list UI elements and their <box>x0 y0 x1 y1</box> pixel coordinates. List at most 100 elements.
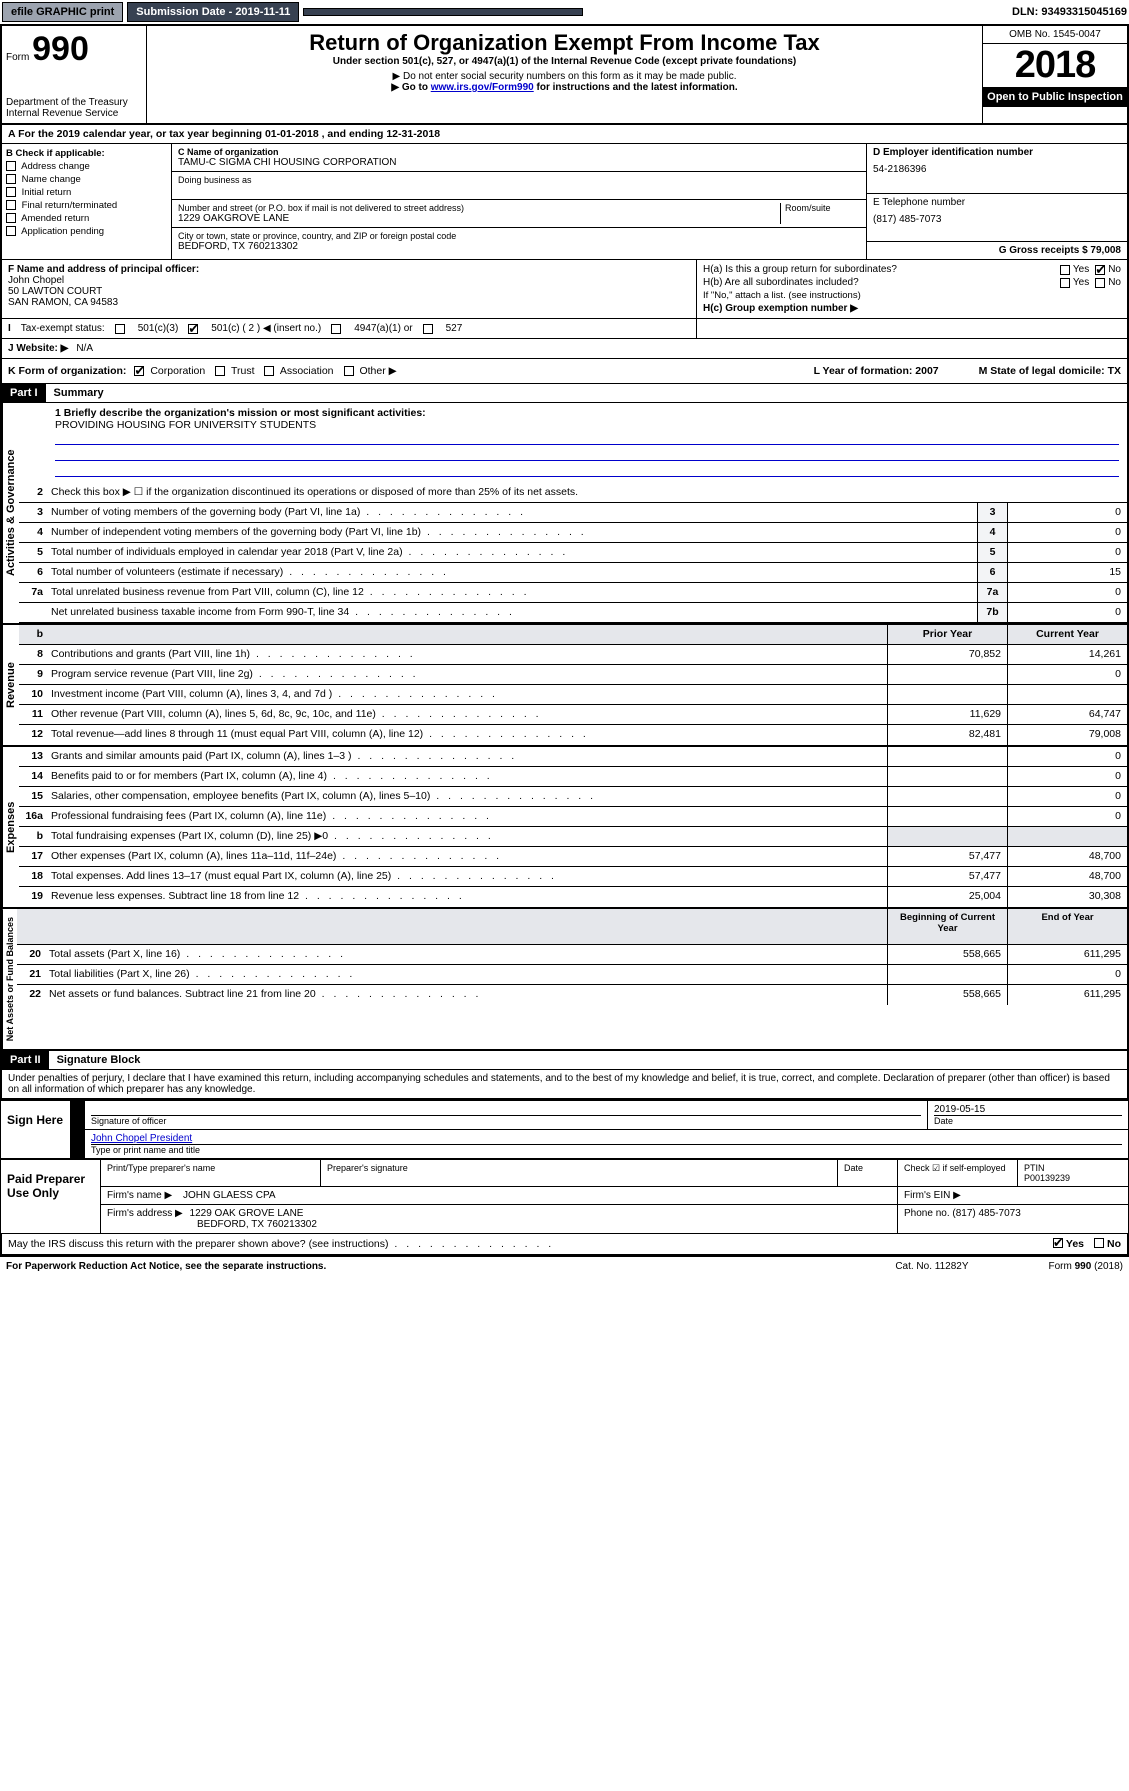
b-checkbox[interactable] <box>6 213 16 223</box>
blank-button <box>303 8 583 16</box>
part2-badge: Part II <box>2 1051 49 1069</box>
ha-yes-checkbox[interactable] <box>1060 265 1070 275</box>
mission-text: PROVIDING HOUSING FOR UNIVERSITY STUDENT… <box>55 419 1119 431</box>
gross-receipts: G Gross receipts $ 79,008 <box>867 242 1127 259</box>
tax-year-row: A For the 2019 calendar year, or tax yea… <box>0 125 1129 144</box>
part2-title: Signature Block <box>49 1051 149 1069</box>
trust-checkbox[interactable] <box>215 366 225 376</box>
prior-value: 57,477 <box>887 867 1007 886</box>
prior-value <box>887 787 1007 806</box>
firm-addr-value: 1229 OAK GROVE LANE <box>190 1208 304 1219</box>
current-value: 30,308 <box>1007 887 1127 907</box>
firm-phone: Phone no. (817) 485-7073 <box>898 1205 1128 1233</box>
paperwork-notice: For Paperwork Reduction Act Notice, see … <box>6 1261 326 1272</box>
ptin-label: PTIN <box>1024 1163 1122 1173</box>
prep-name-label: Print/Type preparer's name <box>101 1160 321 1186</box>
line-text: Total number of volunteers (estimate if … <box>47 563 977 582</box>
4947-checkbox[interactable] <box>331 324 341 334</box>
form990-link[interactable]: www.irs.gov/Form990 <box>431 82 534 93</box>
sign-here-label: Sign Here <box>1 1101 71 1158</box>
form-prefix: Form <box>6 52 29 63</box>
line-box: 6 <box>977 563 1007 582</box>
501c-checkbox[interactable] <box>188 324 198 334</box>
submission-date-button[interactable]: Submission Date - 2019-11-11 <box>127 2 299 22</box>
form-subtitle2: ▶ Do not enter social security numbers o… <box>155 71 974 82</box>
current-year-header: Current Year <box>1007 625 1127 644</box>
prior-value <box>887 685 1007 704</box>
paid-preparer-block: Paid Preparer Use Only Print/Type prepar… <box>0 1159 1129 1234</box>
b-checkbox[interactable] <box>6 174 16 184</box>
prior-value: 25,004 <box>887 887 1007 907</box>
phone-label: E Telephone number <box>873 197 1121 208</box>
discuss-yes-checkbox[interactable] <box>1053 1238 1063 1248</box>
vert-revenue: Revenue <box>2 625 19 745</box>
prior-value <box>887 665 1007 684</box>
other-checkbox[interactable] <box>344 366 354 376</box>
sig-date-label: Date <box>934 1115 1122 1126</box>
line-text: Net assets or fund balances. Subtract li… <box>45 985 887 1005</box>
officer-addr2: SAN RAMON, CA 94583 <box>8 297 690 308</box>
expenses-block: Expenses 13 Grants and similar amounts p… <box>0 747 1129 909</box>
501c3-checkbox[interactable] <box>115 324 125 334</box>
sign-arrow-icon <box>71 1101 85 1158</box>
assoc-checkbox[interactable] <box>264 366 274 376</box>
current-value: 0 <box>1007 807 1127 826</box>
line-text: Grants and similar amounts paid (Part IX… <box>47 747 887 766</box>
ein-label: D Employer identification number <box>873 147 1121 158</box>
form-header: Form 990 Department of the Treasury Inte… <box>0 24 1129 125</box>
b-checkbox[interactable] <box>6 161 16 171</box>
corp-checkbox[interactable] <box>134 366 144 376</box>
dln-label: DLN: 93493315045169 <box>1012 6 1127 18</box>
b-checkbox[interactable] <box>6 226 16 236</box>
line-text: Total fundraising expenses (Part IX, col… <box>47 827 887 846</box>
prior-value <box>887 827 1007 846</box>
discuss-no-checkbox[interactable] <box>1094 1238 1104 1248</box>
line-text: Contributions and grants (Part VIII, lin… <box>47 645 887 664</box>
current-value <box>1007 685 1127 704</box>
vert-governance: Activities & Governance <box>2 403 19 623</box>
current-value: 0 <box>1007 747 1127 766</box>
prior-value <box>887 747 1007 766</box>
hb-note: If "No," attach a list. (see instruction… <box>703 290 1121 301</box>
line-text: Total expenses. Add lines 13–17 (must eq… <box>47 867 887 886</box>
line-text: Other expenses (Part IX, column (A), lin… <box>47 847 887 866</box>
line-text: Number of independent voting members of … <box>47 523 977 542</box>
ha-no-checkbox[interactable] <box>1095 265 1105 275</box>
vert-net-assets: Net Assets or Fund Balances <box>2 909 17 1049</box>
dba-label: Doing business as <box>178 175 860 185</box>
b-checkbox[interactable] <box>6 200 16 210</box>
phone-value: (817) 485-7073 <box>873 214 1121 225</box>
net-assets-block: Net Assets or Fund Balances Beginning of… <box>0 909 1129 1051</box>
org-info-block: B Check if applicable: Address change Na… <box>0 144 1129 260</box>
officer-name: John Chopel <box>8 275 690 286</box>
line-text: Number of voting members of the governin… <box>47 503 977 522</box>
website-value: N/A <box>76 343 93 354</box>
line-value: 0 <box>1007 523 1127 542</box>
prior-value <box>887 965 1007 984</box>
end-year-header: End of Year <box>1007 909 1127 944</box>
current-value: 0 <box>1007 787 1127 806</box>
hb-no-checkbox[interactable] <box>1095 278 1105 288</box>
part2-header-row: Part II Signature Block <box>0 1051 1129 1070</box>
state-domicile: M State of legal domicile: TX <box>979 365 1121 377</box>
prep-date-label: Date <box>838 1160 898 1186</box>
footer-row: For Paperwork Reduction Act Notice, see … <box>0 1256 1129 1276</box>
ptin-value: P00139239 <box>1024 1173 1122 1183</box>
hb-yes-checkbox[interactable] <box>1060 278 1070 288</box>
efile-button[interactable]: efile GRAPHIC print <box>2 2 123 22</box>
current-value: 64,747 <box>1007 705 1127 724</box>
firm-addr-label: Firm's address ▶ <box>107 1208 183 1219</box>
vert-expenses: Expenses <box>2 747 19 907</box>
line-value: 0 <box>1007 543 1127 562</box>
current-value: 0 <box>1007 767 1127 786</box>
current-value: 48,700 <box>1007 867 1127 886</box>
line2-text: Check this box ▶ ☐ if the organization d… <box>47 483 1127 502</box>
firm-ein-label: Firm's EIN ▶ <box>898 1187 1128 1204</box>
officer-group-row: F Name and address of principal officer:… <box>0 260 1129 319</box>
prior-value: 11,629 <box>887 705 1007 724</box>
b-checkbox[interactable] <box>6 187 16 197</box>
527-checkbox[interactable] <box>423 324 433 334</box>
revenue-block: Revenue b Prior Year Current Year 8 Cont… <box>0 625 1129 747</box>
hc-label: H(c) Group exemption number ▶ <box>703 303 1121 314</box>
line-box: 7b <box>977 603 1007 622</box>
